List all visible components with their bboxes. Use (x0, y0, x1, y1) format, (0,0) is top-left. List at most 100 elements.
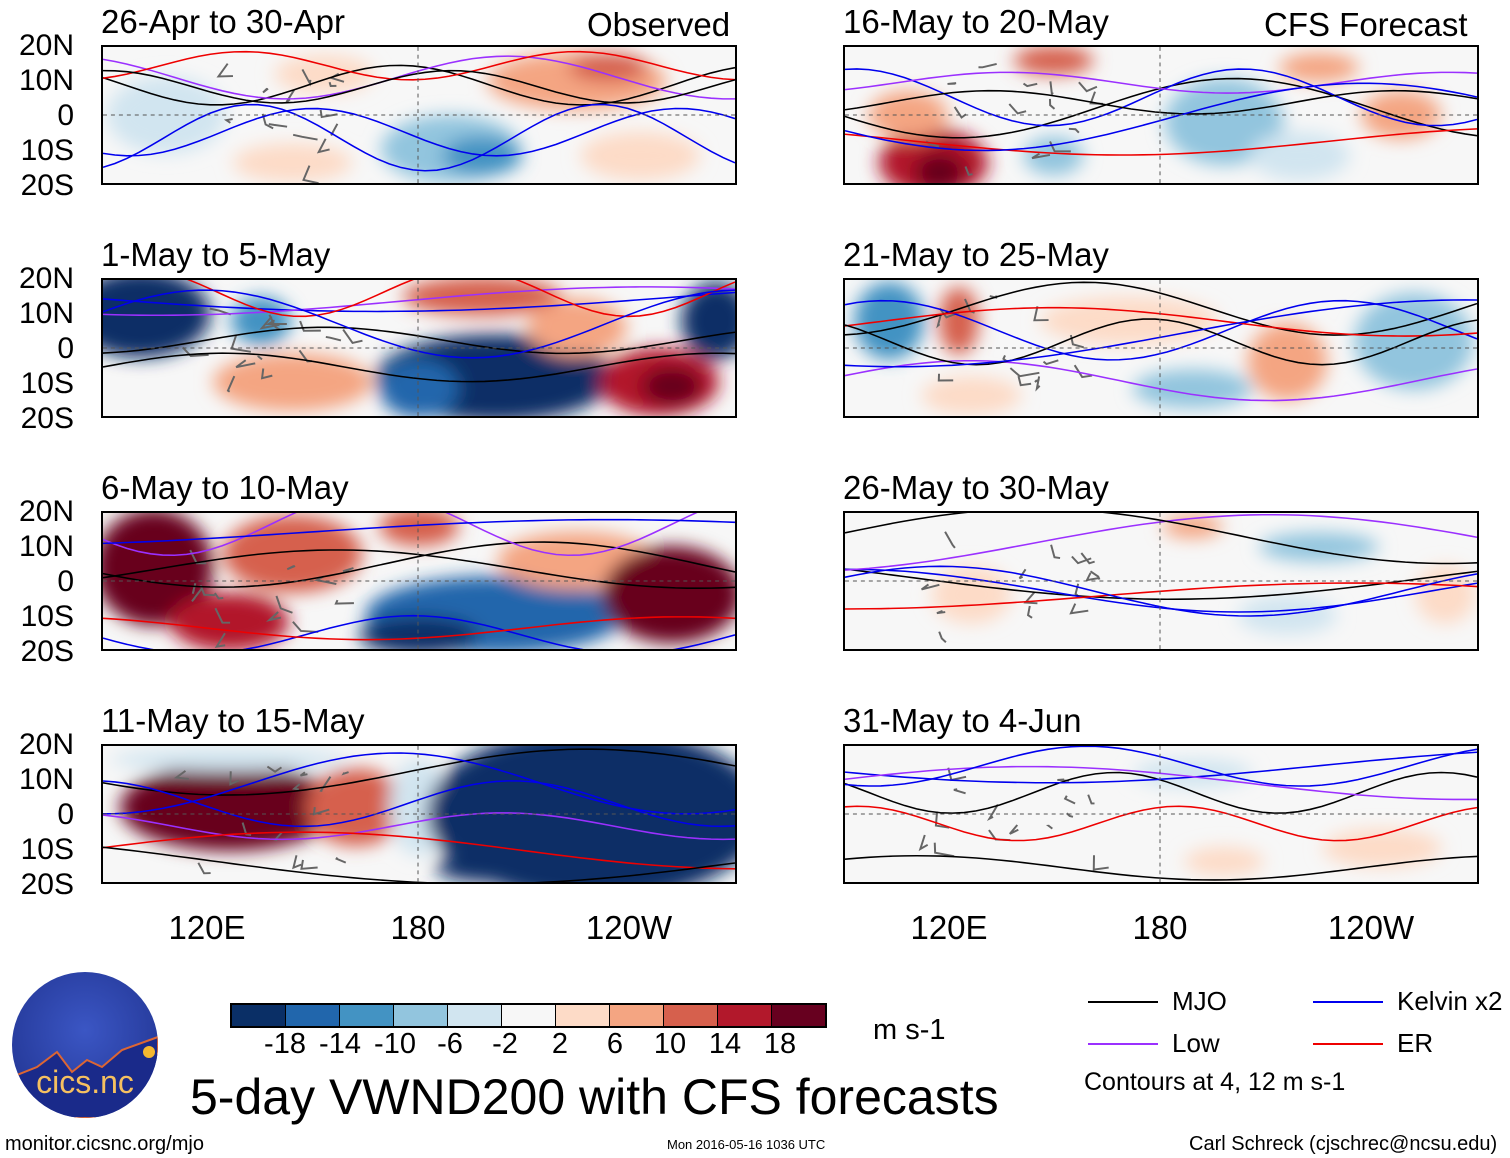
lat-tick-label: 20S (20, 635, 74, 668)
contour-line (103, 831, 735, 870)
anomaly-shading (580, 131, 700, 181)
coastline (925, 63, 1104, 176)
contour-line (103, 748, 735, 796)
contour-line (103, 291, 735, 313)
colorbar-label: 10 (653, 1028, 687, 1060)
anomaly-shading (1013, 47, 1094, 76)
contour-line (845, 318, 1477, 366)
panel-title: 31-May to 4-Jun (843, 702, 1082, 739)
lat-tick-label: 20N (18, 728, 74, 761)
anomaly-shading (232, 143, 353, 183)
lat-tick-label: 20S (20, 402, 74, 435)
anomaly-shading (1354, 292, 1474, 390)
map-panel (101, 511, 737, 651)
lat-tick-label: 20N (18, 29, 74, 62)
contour-line (845, 513, 1477, 571)
colorbar-swatch (286, 1005, 340, 1026)
map-panel (843, 511, 1479, 651)
contour-line (103, 289, 735, 359)
logo-text: cics.nc (36, 1064, 134, 1100)
observed-label: Observed (587, 6, 731, 43)
contour-line (103, 69, 735, 104)
contour-line (845, 306, 1477, 337)
colorbar-label: -14 (319, 1028, 361, 1060)
lat-tick-label: 10N (18, 64, 74, 97)
contour-line (845, 746, 1477, 787)
contour-line (845, 565, 1477, 617)
lon-tick-label: 120E (910, 909, 988, 946)
anomaly-shading (1023, 136, 1084, 176)
footer-credit: Carl Schreck (cjschrec@ncsu.edu) (1189, 1133, 1498, 1155)
map-panel (843, 45, 1479, 185)
contour-line (845, 568, 1477, 601)
anomaly-shading (1237, 595, 1338, 635)
anomaly-shading (110, 747, 349, 772)
contour-line (845, 568, 1477, 613)
panel-title: 11-May to 15-May (101, 702, 365, 739)
forecast-label: CFS Forecast (1264, 6, 1468, 43)
colorbar-swatch (232, 1005, 286, 1026)
anomaly-shading (1247, 322, 1328, 401)
lat-tick-label: 10S (20, 367, 74, 400)
legend-label: MJO (1172, 986, 1227, 1016)
contour-line (103, 846, 735, 882)
anomaly-shading (1184, 847, 1264, 877)
anomaly-shading (568, 52, 649, 82)
contour-line (845, 128, 1477, 156)
map-panel (101, 278, 737, 418)
anomaly-shading (169, 592, 290, 649)
lat-tick-label: 10N (18, 297, 74, 330)
contour-line (103, 286, 735, 317)
map-panel (843, 278, 1479, 418)
panel-title: 26-May to 30-May (843, 469, 1109, 506)
lon-tick-label: 180 (1132, 909, 1188, 946)
colorbar (230, 1003, 827, 1028)
colorbar-label: 2 (551, 1028, 569, 1060)
contour-line (845, 854, 1477, 881)
contour-line (103, 812, 735, 841)
colorbar-swatch (340, 1005, 394, 1026)
contour-line (103, 55, 735, 100)
lat-tick-label: 10N (18, 763, 74, 796)
lat-tick-label: 20N (18, 495, 74, 528)
colorbar-label: 14 (708, 1028, 742, 1060)
contour-line (845, 359, 1477, 402)
contour-line (845, 805, 1477, 842)
contour-note: Contours at 4, 12 m s-1 (1084, 1068, 1346, 1096)
contour-line (103, 616, 735, 641)
contour-line (103, 549, 735, 589)
colorbar-swatch (502, 1005, 556, 1026)
contour-line (103, 780, 735, 828)
lat-tick-label: 10S (20, 600, 74, 633)
panel-title: 26-Apr to 30-Apr (101, 3, 345, 40)
colorbar-label: 6 (606, 1028, 624, 1060)
anomaly-shading (931, 565, 1012, 624)
contour-line (187, 280, 735, 318)
lat-tick-label: 10N (18, 530, 74, 563)
lat-tick-label: 0 (57, 565, 74, 598)
map-panel (101, 45, 737, 185)
lat-tick-label: 0 (57, 99, 74, 132)
lon-tick-label: 120W (1327, 909, 1415, 946)
anomaly-shading (379, 359, 459, 416)
anomaly-shading (1164, 78, 1284, 166)
lat-tick-label: 20N (18, 262, 74, 295)
panel-title: 6-May to 10-May (101, 469, 349, 506)
legend-label: Kelvin x2 (1397, 986, 1503, 1016)
lon-tick-label: 120W (585, 909, 673, 946)
contour-line (103, 518, 735, 545)
colorbar-swatch (718, 1005, 772, 1026)
coastline (182, 307, 363, 393)
panel-title: 21-May to 25-May (843, 236, 1109, 273)
anomaly-shading (435, 853, 555, 882)
legend-line (1088, 1001, 1158, 1003)
legend-label: Low (1172, 1028, 1220, 1058)
colorbar-label: -2 (492, 1028, 518, 1060)
contour-line (845, 71, 1477, 94)
footer-url[interactable]: monitor.cicsnc.org/mjo (5, 1133, 204, 1155)
panel-title: 16-May to 20-May (843, 3, 1109, 40)
panel-title: 1-May to 5-May (101, 236, 331, 273)
contour-line (845, 582, 1477, 610)
anomaly-shading (602, 546, 735, 644)
